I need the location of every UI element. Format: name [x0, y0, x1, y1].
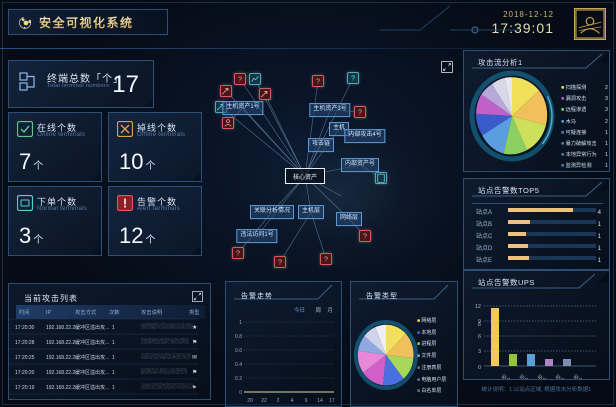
svg-text:缓冲区溢出攻...: 缓冲区溢出攻...: [75, 339, 109, 346]
svg-text:1: 1: [112, 340, 115, 346]
svg-text:攻击方式: 攻击方式: [75, 308, 97, 316]
svg-text:1: 1: [598, 234, 602, 240]
svg-text:站点C: 站点C: [476, 232, 493, 240]
svg-text:0.8: 0.8: [235, 334, 242, 340]
svg-text:站点B: 站点B: [476, 220, 492, 228]
svg-text:?: ?: [351, 75, 355, 83]
svg-text:0: 0: [478, 365, 481, 371]
svg-text:17:20:30: 17:20:30: [15, 325, 35, 331]
svg-text:站点D: 站点D: [476, 244, 493, 252]
svg-text:?: ?: [358, 109, 362, 117]
svg-text:?: ?: [236, 250, 240, 258]
svg-text:17:20:19: 17:20:19: [15, 385, 35, 391]
svg-text:20: 20: [247, 398, 253, 404]
svg-text:1: 1: [112, 355, 115, 361]
svg-text:1: 1: [598, 246, 602, 252]
svg-text:时间: 时间: [19, 308, 30, 316]
svg-text:17: 17: [329, 398, 335, 404]
svg-text:站点A: 站点A: [476, 208, 492, 216]
svg-text:3: 3: [478, 349, 481, 355]
svg-text:6: 6: [478, 334, 481, 340]
svg-text:缓冲区溢出攻...: 缓冲区溢出攻...: [75, 324, 109, 331]
svg-text:1: 1: [598, 222, 602, 228]
svg-text:类型: 类型: [189, 308, 200, 316]
svg-text:⚑: ⚑: [192, 339, 197, 346]
svg-text:站点E: 站点E: [476, 256, 492, 264]
svg-text:缓冲区溢出攻...: 缓冲区溢出攻...: [75, 369, 109, 376]
svg-text:17:20:25: 17:20:25: [15, 355, 35, 361]
svg-text:IP: IP: [46, 310, 51, 316]
svg-text:缓冲区溢出攻...: 缓冲区溢出攻...: [75, 384, 109, 391]
svg-text:✉: ✉: [192, 355, 197, 361]
svg-text:?: ?: [278, 259, 282, 267]
svg-text:缓冲区溢出攻...: 缓冲区溢出攻...: [75, 354, 109, 361]
svg-text:17:20:20: 17:20:20: [15, 370, 35, 376]
svg-text:站点D: 站点D: [554, 373, 569, 379]
svg-text:1: 1: [112, 370, 115, 376]
svg-text:1: 1: [239, 320, 242, 326]
svg-text:1: 1: [598, 258, 602, 264]
svg-text:站点C: 站点C: [536, 373, 551, 379]
svg-text:4: 4: [291, 398, 294, 404]
svg-text:0.6: 0.6: [235, 348, 242, 354]
svg-text:攻击说明: 攻击说明: [141, 308, 162, 316]
svg-text:0: 0: [239, 390, 242, 396]
svg-text:0.2: 0.2: [235, 376, 242, 382]
svg-text:14: 14: [317, 398, 323, 404]
svg-text:17:20:28: 17:20:28: [15, 340, 35, 346]
svg-text:22: 22: [261, 398, 267, 404]
svg-text:12: 12: [475, 304, 481, 310]
svg-text:0.4: 0.4: [235, 362, 242, 368]
svg-text:次数: 次数: [109, 308, 120, 316]
svg-text:9: 9: [305, 398, 308, 404]
svg-text:?: ?: [363, 233, 367, 241]
svg-text:?: ?: [324, 256, 328, 264]
svg-text:2: 2: [277, 398, 280, 404]
svg-text:站点A: 站点A: [500, 373, 515, 379]
svg-text:站点E: 站点E: [572, 373, 587, 379]
svg-text:?: ?: [238, 76, 242, 84]
svg-text:⚑: ⚑: [192, 369, 197, 376]
svg-text:1: 1: [112, 385, 115, 391]
svg-text:站点B: 站点B: [518, 373, 533, 379]
svg-text:?: ?: [316, 78, 320, 86]
svg-text:1: 1: [112, 325, 115, 331]
svg-text:4: 4: [598, 210, 602, 216]
svg-text:6: 6: [478, 322, 481, 328]
